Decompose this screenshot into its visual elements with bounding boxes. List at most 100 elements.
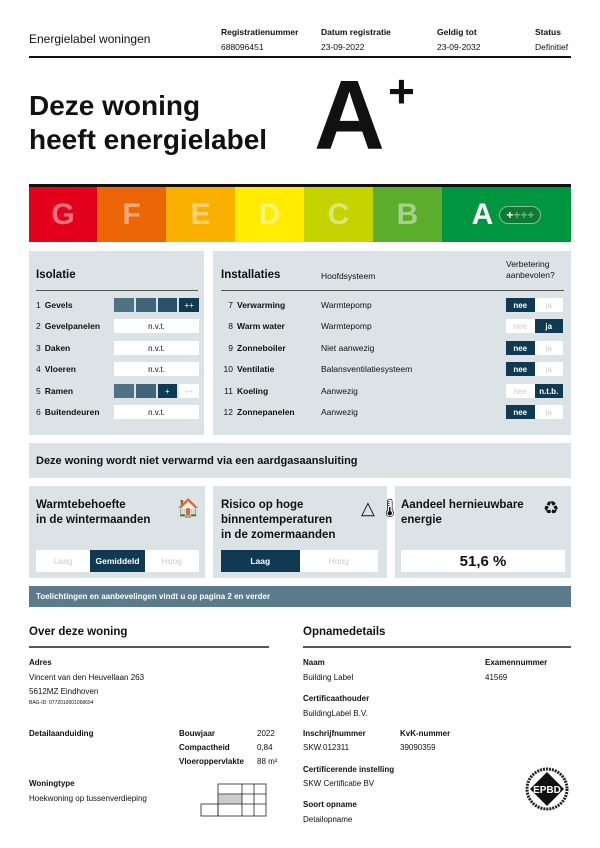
- value: Definitief: [535, 42, 569, 52]
- energy-class-d: D: [235, 187, 304, 242]
- row-name: Warm water: [237, 320, 285, 331]
- class-letter: B: [396, 197, 419, 231]
- isolatie-rating: n.v.t.: [114, 341, 199, 355]
- rating-value: +: [157, 384, 178, 398]
- header-rule: [29, 56, 571, 58]
- row-num: 4: [36, 363, 41, 374]
- scale-top-rule: [29, 184, 571, 187]
- installatie-row: 7 Verwarming: [221, 297, 285, 312]
- bouwjaar-label: Bouwjaar: [179, 729, 216, 738]
- energy-class-e: E: [166, 187, 235, 242]
- rating-step: [135, 384, 156, 398]
- option-nee: nee: [506, 341, 535, 355]
- rating-value: n.v.t.: [114, 319, 199, 333]
- kvk-nummer: 39090359: [400, 743, 436, 752]
- improvement-indicator: nee ja: [506, 319, 563, 333]
- examennummer: 41569: [485, 673, 508, 682]
- naam-label: Naam: [303, 658, 325, 667]
- energy-class-f: F: [97, 187, 166, 242]
- improvement-indicator: nee ja: [506, 341, 563, 355]
- row-name: Gevelpanelen: [44, 320, 101, 331]
- row-num: 3: [36, 342, 41, 353]
- certificerende-instelling: SKW Certificatie BV: [303, 779, 375, 788]
- header-status: Status Definitief: [535, 27, 568, 52]
- holder-label: Certificaathouder: [303, 694, 370, 703]
- installatie-row: 8 Warm water: [221, 318, 285, 333]
- floor-label: Vloeroppervlakte: [179, 757, 244, 766]
- renewable-value: 51,6 %: [401, 550, 565, 572]
- row-num: 1: [36, 299, 41, 310]
- option-nee: nee: [506, 319, 535, 333]
- reg-label: Inschrijfnummer: [303, 729, 366, 738]
- option-nee: nee: [506, 384, 535, 398]
- headline-line1: Deze woning: [29, 90, 201, 121]
- heat-scale: Laag Gemiddeld Hoog: [36, 550, 199, 572]
- card-title: Warmtebehoefte in de wintermaanden: [36, 498, 150, 528]
- row-system: Niet aanwezig: [321, 342, 375, 353]
- bag-id: BAG-ID: 0772010001068694: [29, 700, 94, 706]
- option-ja: n.t.b.: [534, 384, 563, 398]
- card-title: Aandeel hernieuwbare energie: [401, 498, 524, 528]
- row-name: Gevels: [44, 299, 73, 310]
- inst-label: Certificerende instelling: [303, 765, 395, 774]
- isolatie-title: Isolatie: [36, 269, 76, 281]
- woningtype: Hoekwoning op tussenverdieping: [29, 794, 147, 803]
- improvement-indicator: nee ja: [506, 362, 563, 376]
- row-name: Verwarming: [237, 299, 286, 310]
- col-hoofdsysteem: Hoofdsysteem: [321, 271, 376, 281]
- gas-banner: [29, 443, 571, 478]
- header-registration: Registratienummer 688096451: [221, 27, 298, 52]
- row-num: 11: [224, 385, 233, 396]
- row-num: 9: [228, 342, 233, 353]
- card-hernieuwbaar: Aandeel hernieuwbare energie ♻ 51,6 %: [395, 486, 571, 578]
- installaties-title: Installaties: [221, 269, 281, 281]
- gas-banner-text: Deze woning wordt niet verwarmd via een …: [36, 455, 358, 467]
- building-type-icon: [200, 783, 267, 817]
- energy-class-c: C: [304, 187, 373, 242]
- option-nee: nee: [506, 362, 535, 376]
- option-hoog: Hoog: [144, 550, 199, 572]
- installatie-row: 12 Zonnepanelen: [221, 404, 295, 419]
- rating-step: [157, 298, 178, 312]
- value: 23-09-2032: [437, 42, 481, 52]
- address-line1: Vincent van den Heuvellaan 263: [29, 673, 145, 682]
- exam-label: Examennummer: [485, 658, 548, 667]
- title-line: in de zomermaanden: [221, 529, 336, 541]
- pill-off: +++: [513, 207, 535, 222]
- opname-title: Opnamedetails: [303, 626, 386, 638]
- installaties-rule: [221, 290, 564, 291]
- title-line: binnentemperaturen: [221, 514, 333, 526]
- row-num: 6: [36, 406, 41, 417]
- value: 23-09-2022: [321, 42, 365, 52]
- rating-value: n.v.t.: [114, 405, 199, 419]
- info-bar[interactable]: Toelichtingen en aanbevelingen vindt u o…: [29, 586, 571, 607]
- installatie-row: 9 Zonneboiler: [221, 340, 286, 355]
- value: 688096451: [221, 42, 264, 52]
- isolatie-rating: n.v.t.: [114, 319, 199, 333]
- thermometer-warning-icon: △ 🌡: [361, 498, 402, 518]
- row-name: Buitendeuren: [44, 406, 100, 417]
- label: Geldig tot: [437, 27, 477, 37]
- isolatie-row: 5 Ramen: [36, 383, 73, 398]
- pill-on: +: [506, 207, 514, 222]
- headline-line2: heeft energielabel: [29, 124, 268, 155]
- option-laag: Laag: [221, 550, 300, 572]
- rating-value: ++: [179, 298, 199, 312]
- house-heat-icon: 🏠: [177, 498, 200, 518]
- row-name: Zonneboiler: [237, 342, 286, 353]
- address-line2: 5612MZ Eindhoven: [29, 687, 99, 696]
- type-label: Woningtype: [29, 779, 75, 788]
- rating-step: [114, 384, 134, 398]
- row-num: 10: [223, 363, 233, 374]
- row-system: Balansventilatiesysteem: [321, 363, 413, 374]
- isolatie-row: 6 Buitendeuren: [36, 404, 100, 419]
- rating-step: [135, 298, 156, 312]
- headline: Deze woning heeft energielabel: [29, 89, 267, 157]
- compactheid: 0,84: [257, 743, 273, 752]
- soort-opname: Detailopname: [303, 815, 353, 824]
- improvement-indicator: nee ja: [506, 298, 563, 312]
- option-laag: Laag: [36, 550, 91, 572]
- isolatie-row: 1 Gevels: [36, 297, 73, 312]
- option-gemiddeld: Gemiddeld: [90, 550, 145, 572]
- row-system: Warmtepomp: [321, 320, 372, 331]
